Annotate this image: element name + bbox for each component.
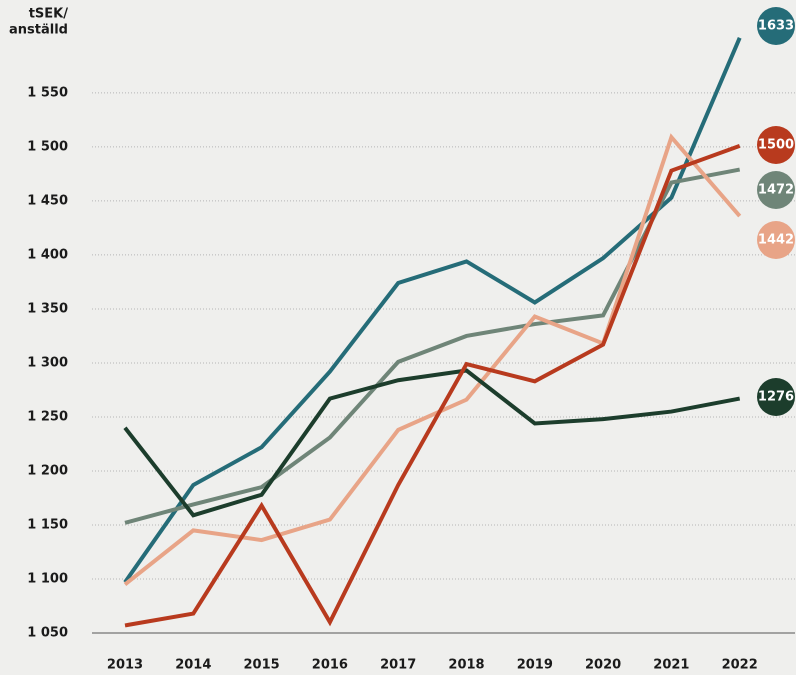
end-label: 1633 — [758, 19, 794, 34]
y-tick-label: 1 500 — [27, 139, 68, 154]
series-line — [123, 133, 742, 586]
end-label-badge — [757, 378, 795, 416]
y-tick-label: 1 450 — [27, 193, 68, 208]
end-label-badge — [757, 126, 795, 164]
end-label: 1472 — [758, 183, 794, 198]
series-line — [123, 37, 742, 584]
series-line — [124, 143, 741, 628]
end-label: 1442 — [758, 233, 794, 248]
x-tick-label: 2019 — [517, 658, 553, 673]
y-tick-label: 1 350 — [27, 301, 68, 316]
x-tick-label: 2020 — [585, 658, 621, 673]
y-tick-label: 1 250 — [27, 409, 68, 424]
x-tick-label: 2013 — [107, 658, 143, 673]
end-label: 1500 — [758, 138, 794, 153]
y-tick-label: 1 400 — [27, 247, 68, 262]
x-tick-label: 2015 — [244, 658, 280, 673]
end-label: 1276 — [758, 390, 794, 405]
y-tick-label: 1 050 — [27, 626, 68, 641]
y-tick-label: 1 550 — [27, 85, 68, 100]
y-tick-label: 1 150 — [27, 517, 68, 532]
x-tick-label: 2016 — [312, 658, 348, 673]
x-tick-label: 2018 — [448, 658, 484, 673]
x-tick-label: 2014 — [175, 658, 211, 673]
series-line — [123, 368, 741, 518]
y-tick-label: 1 200 — [27, 463, 68, 478]
end-label-badge — [757, 221, 795, 259]
y-axis-label: tSEK/ — [29, 7, 69, 22]
y-tick-label: 1 100 — [27, 571, 68, 586]
x-tick-label: 2021 — [653, 658, 689, 673]
x-tick-label: 2017 — [380, 658, 416, 673]
y-axis-label: anställd — [9, 23, 68, 38]
x-tick-label: 2022 — [722, 658, 758, 673]
series-line — [124, 167, 741, 525]
y-tick-label: 1 300 — [27, 355, 68, 370]
end-label-badge — [757, 171, 795, 209]
end-label-badge — [757, 7, 795, 45]
